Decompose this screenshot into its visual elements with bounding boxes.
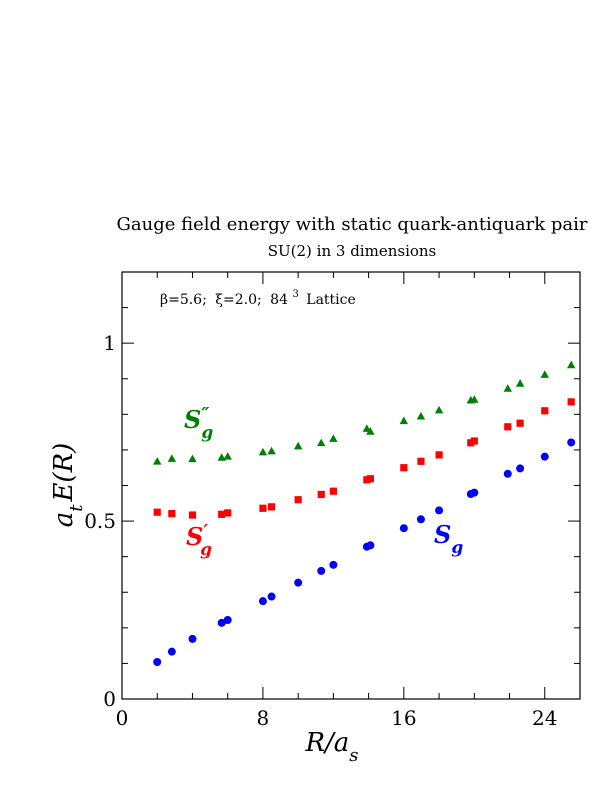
y-axis-label-a: a <box>49 512 79 528</box>
data-point <box>267 446 276 455</box>
x-tick-label: 0 <box>116 706 129 730</box>
y-tick-label: 0.5 <box>84 509 116 533</box>
data-point <box>317 438 326 447</box>
data-point <box>329 560 338 569</box>
data-point <box>217 618 226 627</box>
data-point <box>224 509 232 517</box>
data-point <box>153 457 162 465</box>
axis-tick-labels: 0 8 16 24 0 0.5 1 <box>84 331 557 730</box>
data-point <box>516 464 525 473</box>
lattice-word: Lattice <box>306 292 356 308</box>
data-point <box>567 438 576 447</box>
data-point <box>503 469 512 478</box>
series-1-label: Sg <box>434 520 463 558</box>
xi-value: ξ=2.0; <box>215 292 261 308</box>
data-point <box>435 506 444 515</box>
x-tick-label: 16 <box>391 706 416 730</box>
data-point <box>470 488 479 497</box>
x-axis-label-sub: s <box>349 745 358 766</box>
data-point <box>267 592 276 601</box>
data-point <box>218 510 226 518</box>
series-1-points <box>153 438 576 666</box>
data-point <box>435 451 443 459</box>
data-point <box>293 441 303 450</box>
data-point <box>399 524 408 533</box>
data-point <box>366 427 375 435</box>
data-point <box>317 490 325 498</box>
series-2-label: S′ g <box>186 521 212 560</box>
data-point <box>503 384 512 392</box>
lattice-size: 84 <box>270 292 288 308</box>
x-tick-label: 24 <box>532 706 557 730</box>
data-point <box>400 464 408 472</box>
data-point <box>167 454 177 462</box>
y-axis-label-sub: t <box>66 504 87 512</box>
data-point <box>516 419 524 427</box>
axis-ticks <box>121 271 581 700</box>
beta-value: β=5.6; <box>160 292 207 308</box>
data-point <box>434 405 444 414</box>
data-point <box>153 657 162 666</box>
series-labels: Sg S′ g S″ g <box>184 404 463 560</box>
y-tick-label: 1 <box>103 331 116 355</box>
x-tick-label: 8 <box>257 706 270 730</box>
data-point <box>329 487 337 495</box>
data-point <box>258 447 268 456</box>
data-point <box>504 423 512 431</box>
plot-border <box>121 271 581 700</box>
data-point <box>223 452 232 460</box>
data-point <box>515 379 525 387</box>
y-tick-label: 0 <box>103 687 116 711</box>
data-point <box>153 508 161 516</box>
y-axis-label: atE(R) <box>49 443 87 528</box>
data-point <box>188 511 197 519</box>
data-point <box>188 454 197 463</box>
data-point <box>366 475 374 483</box>
data-point <box>399 416 409 425</box>
data-point <box>294 578 303 587</box>
data-point <box>267 503 276 511</box>
data-point <box>188 634 197 643</box>
data-point <box>567 398 575 406</box>
data-point <box>470 437 478 445</box>
data-point <box>168 510 176 518</box>
x-axis-label-main: R/a <box>304 728 349 758</box>
y-axis-label-rest: E(R) <box>49 443 79 503</box>
data-point <box>470 395 479 403</box>
data-point <box>317 566 326 575</box>
data-point <box>566 360 576 369</box>
data-point <box>417 457 425 465</box>
x-axis-label: R/as <box>304 728 358 766</box>
parameter-annotation: β=5.6; ξ=2.0; 84 3 Lattice <box>160 285 356 308</box>
chart-title: Gauge field energy with static quark-ant… <box>116 214 587 235</box>
data-point <box>167 647 176 656</box>
data-point <box>416 411 426 420</box>
data-point <box>540 370 549 378</box>
data-point <box>541 407 549 415</box>
data-points <box>153 360 576 666</box>
data-point <box>217 453 226 461</box>
data-point <box>259 504 267 512</box>
data-point <box>223 616 232 625</box>
series-3-label: S″ g <box>184 404 213 443</box>
data-point <box>366 541 375 550</box>
lattice-exponent: 3 <box>292 289 298 300</box>
data-point <box>294 496 302 504</box>
plot-frame <box>121 271 581 700</box>
data-point <box>416 515 425 524</box>
chart-subtitle: SU(2) in 3 dimensions <box>268 242 437 260</box>
data-point <box>258 597 267 606</box>
series-2-points <box>153 398 575 519</box>
series-3-points <box>153 360 576 465</box>
data-point <box>329 434 338 442</box>
data-point <box>540 452 549 461</box>
